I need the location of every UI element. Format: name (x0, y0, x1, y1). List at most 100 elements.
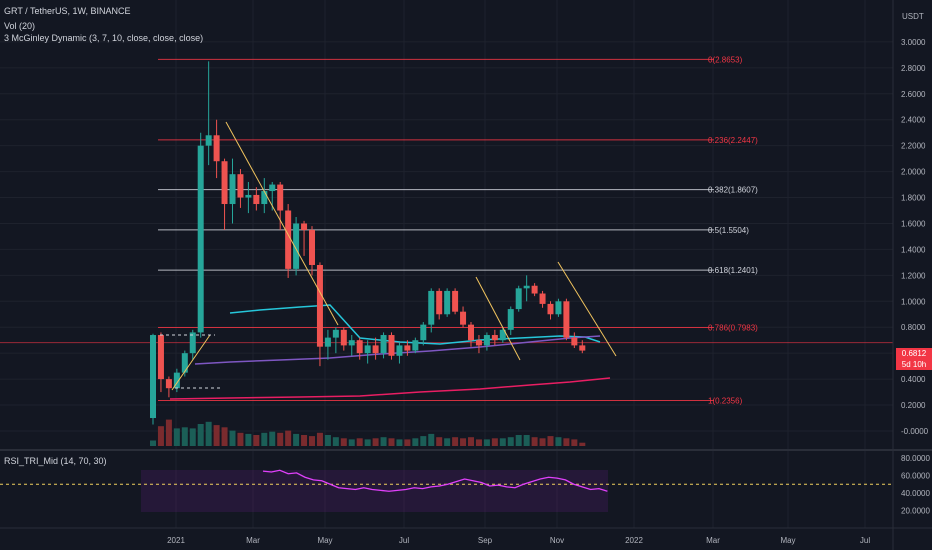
candle-body (253, 194, 260, 205)
time-tick-label: May (317, 536, 332, 545)
candle-body (452, 290, 459, 312)
volume-bar (269, 431, 276, 446)
volume-bar (213, 425, 220, 446)
volume-bar (396, 439, 403, 446)
mcginley-mid-line (194, 335, 601, 365)
candle-body (372, 345, 379, 354)
volume-bar (285, 430, 292, 446)
volume-bar (531, 437, 538, 446)
volume-bar (523, 435, 530, 446)
candle-body (547, 303, 554, 315)
candle-body (269, 184, 276, 192)
volume-bar (499, 438, 506, 446)
price-tick-label: 2.2000 (901, 142, 926, 151)
price-tick-label: 0.4000 (901, 375, 926, 384)
mcginley-legend[interactable]: 3 McGinley Dynamic (3, 7, 10, close, clo… (4, 33, 204, 43)
time-tick-label: Mar (246, 536, 260, 545)
candle-body (348, 340, 355, 346)
volume-bar (245, 433, 252, 446)
volume-bar (571, 439, 578, 446)
volume-bar (428, 433, 435, 446)
candle-body (316, 264, 323, 347)
candle-body (571, 337, 578, 346)
candle-body (491, 335, 498, 341)
volume-bar (452, 437, 459, 446)
time-tick-label: 2021 (167, 536, 185, 545)
price-tick-label: 1.2000 (901, 271, 926, 280)
candle-body (237, 174, 244, 198)
volume-legend[interactable]: Vol (20) (4, 21, 36, 31)
volume-bar (205, 421, 212, 446)
candle-body (181, 353, 188, 373)
price-tick-label: 2.8000 (901, 64, 926, 73)
candle-body (173, 372, 180, 389)
fib-level-label: 1(0.2356) (708, 396, 743, 405)
candle-body (396, 345, 403, 356)
volume-bar (189, 428, 196, 446)
rsi-line (262, 469, 608, 492)
candle-body (483, 335, 490, 346)
volume-bar (237, 432, 244, 446)
price-tick-label: 1.8000 (901, 194, 926, 203)
candle-body (531, 285, 538, 294)
volume-bar (173, 428, 180, 446)
volume-bar (404, 439, 411, 446)
candle-body (324, 337, 331, 347)
rsi-legend[interactable]: RSI_TRI_Mid (14, 70, 30) (4, 456, 107, 466)
volume-bar (460, 438, 467, 446)
candle-body (356, 340, 363, 354)
candle-body (301, 223, 308, 230)
volume-bar (316, 432, 323, 446)
volume-bars (150, 419, 586, 446)
price-tick-label: 1.6000 (901, 219, 926, 228)
time-tick-label: Mar (706, 536, 720, 545)
trend-line (475, 276, 521, 361)
fib-level-label: 0.5(1.5504) (708, 226, 749, 235)
candle-body (475, 340, 482, 346)
candle-body (293, 223, 300, 269)
candle-body (221, 161, 228, 205)
candle-body (412, 340, 419, 351)
volume-bar (348, 439, 355, 446)
candle-body (436, 290, 443, 315)
candle-body (364, 345, 371, 354)
candle-body (213, 135, 220, 162)
price-tick-label: 2.4000 (901, 116, 926, 125)
fib-level-label: 0(2.8653) (708, 55, 743, 64)
volume-bar (309, 436, 315, 446)
fib-level-label: 0.382(1.8607) (708, 186, 758, 195)
volume-bar (507, 437, 514, 446)
candle-body (380, 335, 387, 354)
candle-body (205, 135, 212, 146)
current-price-tag: 0.6812 (896, 348, 932, 359)
candle-body (165, 379, 172, 389)
volume-bar (579, 442, 586, 446)
price-tick-label: 1.4000 (901, 245, 926, 254)
fibonacci-retracement: 0(2.8653) 0.236(2.2447) 0.382(1.8607) 0.5(1… (0, 55, 893, 405)
rsi-band (141, 470, 608, 512)
volume-bar (364, 439, 371, 446)
time-tick-label: Sep (478, 536, 493, 545)
rsi-tick-label: 60.0000 (901, 472, 930, 481)
rsi-tick-label: 80.0000 (901, 454, 930, 463)
candle-body (340, 329, 347, 346)
volume-bar (332, 437, 339, 446)
trend-line (171, 334, 211, 391)
candle-body (444, 290, 451, 315)
candle-body (555, 301, 562, 315)
volume-bar (475, 439, 482, 446)
candlesticks (150, 61, 586, 425)
price-tick-label: 2.0000 (901, 168, 926, 177)
candle-body (428, 290, 435, 325)
candle-body (507, 309, 514, 330)
fib-level-label: 0.236(2.2447) (708, 136, 758, 145)
symbol-legend[interactable]: GRT / TetherUS, 1W, BINANCE (4, 6, 131, 16)
fib-level-label: 0.786(0.7983) (708, 323, 758, 332)
volume-bar (340, 438, 347, 446)
volume-bar (181, 427, 188, 446)
volume-bar (444, 438, 451, 446)
time-tick-label: Jul (860, 536, 870, 545)
volume-bar (150, 440, 156, 446)
price-tick-label: -0.0000 (901, 427, 929, 436)
